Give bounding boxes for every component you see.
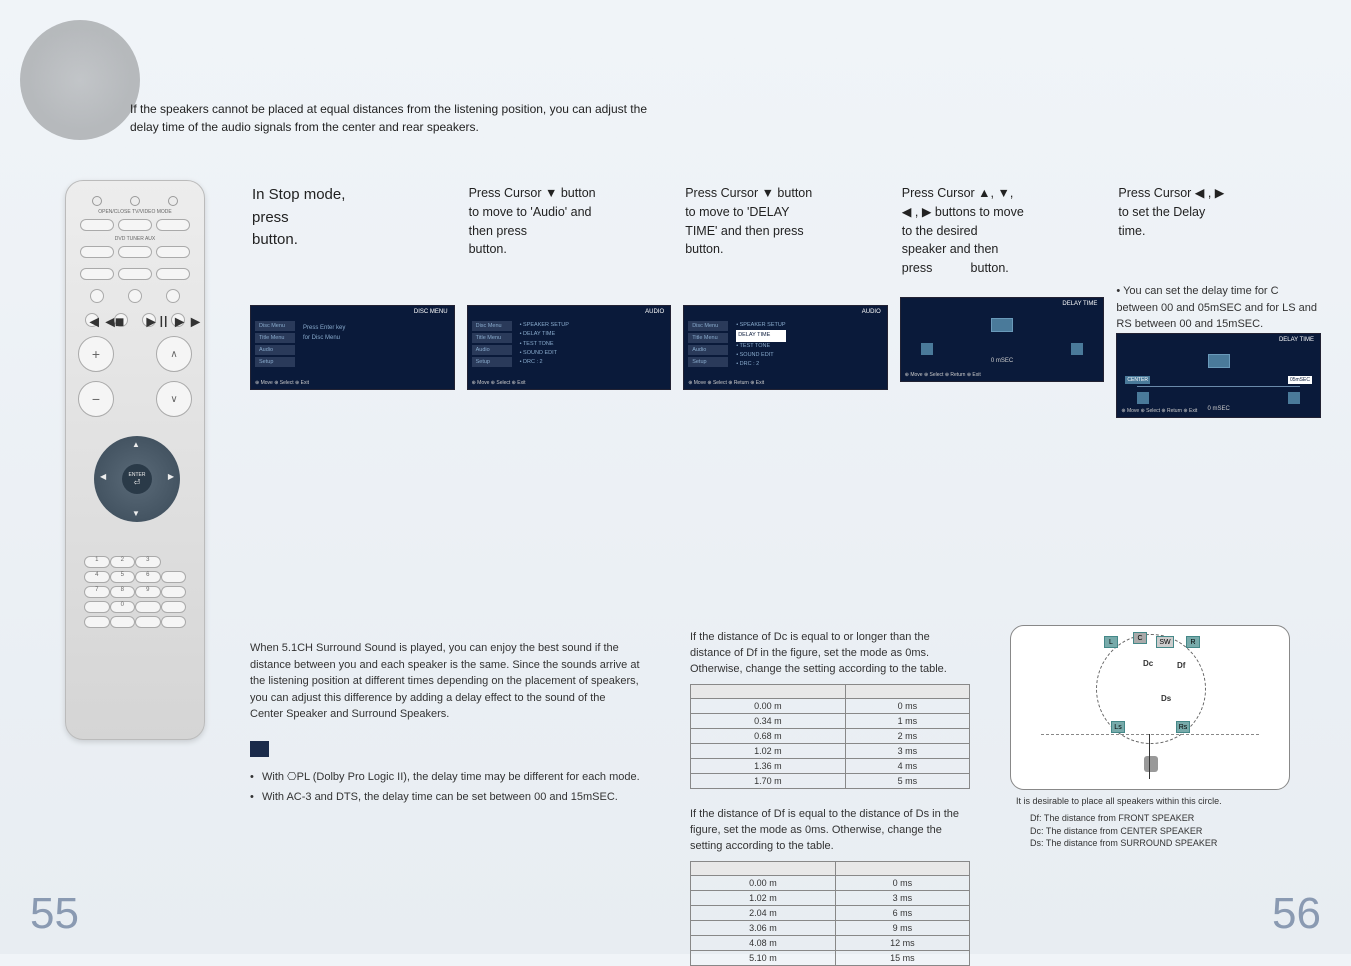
- step-2-screen: AUDIO Disc Menu Title Menu Audio Setup •…: [467, 305, 672, 390]
- diagram-legend: Df: The distance from FRONT SPEAKER Dc: …: [1030, 812, 1310, 850]
- listener-icon: [1144, 756, 1158, 772]
- body-mid-column: If the distance of Dc is equal to or lon…: [690, 630, 970, 966]
- diagram-caption: It is desirable to place all speakers wi…: [1016, 796, 1310, 806]
- intro-line2: delay time of the audio signals from the…: [130, 120, 479, 134]
- decorative-speaker-graphic: [20, 20, 140, 140]
- rear-table-intro: If the distance of Df is equal to the di…: [690, 807, 970, 855]
- step-2-header: Press Cursor ▼ buttonto move to 'Audio' …: [467, 180, 672, 275]
- body-right-column: L C SW R Ls Rs Dc Df Ds It is desirable …: [1010, 625, 1310, 850]
- step-1-screen: DISC MENU Disc Menu Title Menu Audio Set…: [250, 305, 455, 390]
- note-tag: [250, 741, 269, 757]
- rear-delay-table: 0.00 m0 ms 1.02 m3 ms 2.04 m6 ms 3.06 m9…: [690, 861, 970, 966]
- enter-button: ENTER⏎: [122, 464, 152, 494]
- step-5-header: Press Cursor ◀ , ▶to set the Delaytime.: [1116, 180, 1321, 275]
- cursor-pad: ▲ ▼ ◀ ▶ ENTER⏎: [94, 436, 180, 522]
- page-number-left: 55: [30, 889, 79, 939]
- step-4: Press Cursor ▲, ▼,◀ , ▶ buttons to movet…: [900, 180, 1105, 418]
- step-5-screen: DELAY TIME CENTER 05mSEC 0 mSEC ⊕ Move ⊕…: [1116, 333, 1321, 418]
- step-3-header: Press Cursor ▼ buttonto move to 'DELAYTI…: [683, 180, 888, 275]
- steps-container: In Stop mode,pressbutton. DISC MENU Disc…: [250, 180, 1321, 418]
- intro-paragraph: If the speakers cannot be placed at equa…: [130, 100, 647, 136]
- step-3-screen: AUDIO Disc Menu Title Menu Audio Setup •…: [683, 305, 888, 390]
- page-number-right: 56: [1272, 889, 1321, 939]
- intro-line1: If the speakers cannot be placed at equa…: [130, 102, 647, 116]
- step-4-screen: DELAY TIME 0 mSEC ⊕ Move ⊕ Select ⊕ Retu…: [900, 297, 1105, 382]
- body-left-column: When 5.1CH Surround Sound is played, you…: [250, 640, 640, 808]
- step-1: In Stop mode,pressbutton. DISC MENU Disc…: [250, 180, 455, 418]
- step-4-header: Press Cursor ▲, ▼,◀ , ▶ buttons to movet…: [900, 180, 1105, 282]
- speaker-placement-diagram: L C SW R Ls Rs Dc Df Ds: [1010, 625, 1290, 790]
- remote-illustration: OPEN/CLOSE TV/VIDEO MODE DVD TUNER AUX ◄…: [65, 180, 205, 740]
- step-1-header: In Stop mode,pressbutton.: [250, 180, 455, 275]
- surround-explanation: When 5.1CH Surround Sound is played, you…: [250, 640, 640, 723]
- step-5-note: • You can set the delay time for C betwe…: [1116, 275, 1321, 333]
- step-3: Press Cursor ▼ buttonto move to 'DELAYTI…: [683, 180, 888, 418]
- note-list: With ⎔PL (Dolby Pro Logic II), the delay…: [250, 767, 640, 809]
- step-2: Press Cursor ▼ buttonto move to 'Audio' …: [467, 180, 672, 418]
- center-table-intro: If the distance of Dc is equal to or lon…: [690, 630, 970, 678]
- step-5: Press Cursor ◀ , ▶to set the Delaytime. …: [1116, 180, 1321, 418]
- center-delay-table: 0.00 m0 ms 0.34 m1 ms 0.68 m2 ms 1.02 m3…: [690, 684, 970, 789]
